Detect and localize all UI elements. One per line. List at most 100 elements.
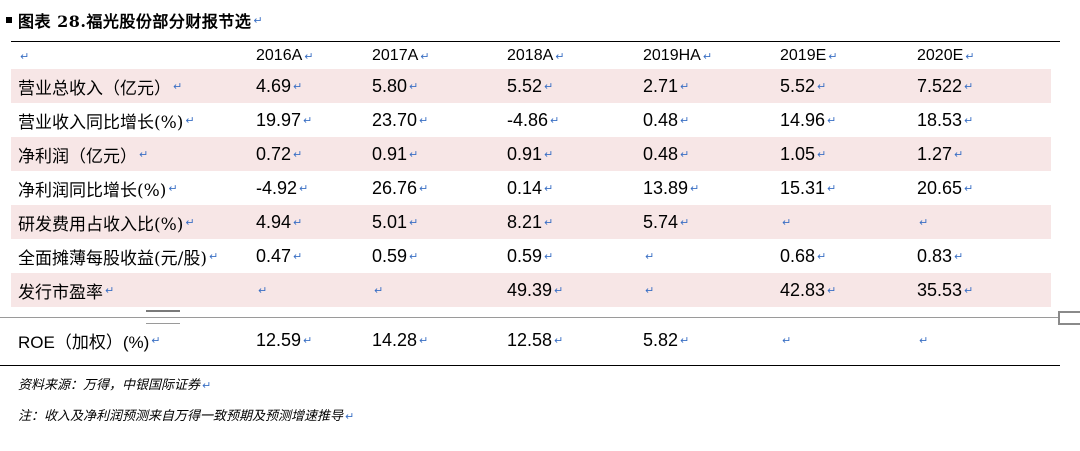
paragraph-mark-icon: ↵ [544, 215, 554, 229]
row-label-text: 全面摊薄每股收益(元/股) [18, 248, 207, 269]
paragraph-mark-icon: ↵ [554, 333, 564, 347]
table-top-rule [11, 41, 1060, 42]
value-cell: 5.52 ↵ [780, 69, 826, 103]
value-cell: -4.86 ↵ [507, 103, 559, 137]
value-cell: 1.27 ↵ [917, 137, 963, 171]
row-resize-handle[interactable] [1058, 311, 1080, 325]
header-blank-cell: ↵ [18, 43, 29, 69]
paragraph-mark-icon: ↵ [964, 181, 974, 195]
paragraph-mark-icon: ↵ [253, 13, 264, 27]
value-cell: 5.82 ↵ [643, 322, 689, 358]
column-resize-handle[interactable] [146, 310, 180, 324]
paragraph-mark-icon: ↵ [293, 215, 303, 229]
paragraph-mark-icon: ↵ [645, 283, 655, 297]
paragraph-mark-icon: ↵ [964, 283, 974, 297]
value-text: 5.52 [780, 75, 816, 96]
paragraph-mark-icon: ↵ [303, 113, 313, 127]
value-text: 0.72 [256, 143, 292, 164]
paragraph-mark-icon: ↵ [374, 283, 384, 297]
paragraph-mark-icon: ↵ [964, 113, 974, 127]
table-row: ROE（加权）(%) ↵ 12.59 ↵ 14.28 ↵ 12.58 ↵ 5.82 ↵ ↵… [11, 322, 1051, 358]
paragraph-mark-icon: ↵ [817, 79, 827, 93]
value-cell: 14.28 ↵ [372, 322, 428, 358]
value-text: 0.48 [643, 109, 679, 130]
value-cell: 0.47 ↵ [256, 239, 302, 273]
value-cell: 23.70 ↵ [372, 103, 428, 137]
value-cell: 0.72 ↵ [256, 137, 302, 171]
value-cell: ↵ [643, 239, 654, 273]
value-cell: ↵ [643, 273, 654, 307]
value-text: 26.76 [372, 177, 418, 198]
row-label-text: 营业收入同比增长(%) [18, 112, 184, 133]
paragraph-mark-icon: ↵ [964, 79, 974, 93]
value-cell: 0.91 ↵ [507, 137, 553, 171]
footnote: 注：收入及净利润预测来自万得一致预期及预测增速推导 ↵ [18, 405, 354, 424]
paragraph-mark-icon: ↵ [409, 79, 419, 93]
value-cell: ↵ [256, 273, 267, 307]
header-year-cell: 2018A ↵ [507, 43, 564, 69]
row-label: 净利润同比增长(%) ↵ [18, 171, 178, 205]
value-text: 12.58 [507, 329, 553, 350]
row-label: ROE（加权）(%) ↵ [18, 322, 161, 358]
value-text: 0.14 [507, 177, 543, 198]
value-cell: 5.74 ↵ [643, 205, 689, 239]
paragraph-mark-icon: ↵ [173, 79, 183, 93]
value-cell: 0.68 ↵ [780, 239, 826, 273]
value-text: 13.89 [643, 177, 689, 198]
value-text: 0.83 [917, 245, 953, 266]
paragraph-mark-icon: ↵ [965, 49, 975, 63]
header-year-cell: 2019HA ↵ [643, 43, 712, 69]
paragraph-mark-icon: ↵ [680, 215, 690, 229]
row-label: 营业总收入（亿元） ↵ [18, 69, 182, 103]
row-label: 净利润（亿元） ↵ [18, 137, 148, 171]
value-cell: 0.83 ↵ [917, 239, 963, 273]
header-year: 2018A [507, 47, 554, 64]
value-cell: 15.31 ↵ [780, 171, 836, 205]
value-cell: 0.59 ↵ [372, 239, 418, 273]
value-text: 49.39 [507, 279, 553, 300]
value-text: 42.83 [780, 279, 826, 300]
paragraph-mark-icon: ↵ [827, 283, 837, 297]
paragraph-mark-icon: ↵ [702, 49, 713, 63]
paragraph-mark-icon: ↵ [817, 249, 827, 263]
value-text: 0.48 [643, 143, 679, 164]
value-cell: 0.91 ↵ [372, 137, 418, 171]
row-label: 发行市盈率 ↵ [18, 273, 114, 307]
header-year-cell: 2016A ↵ [256, 43, 313, 69]
paragraph-mark-icon: ↵ [345, 410, 355, 423]
header-year: 2019E [780, 47, 827, 64]
paragraph-mark-icon: ↵ [293, 147, 303, 161]
row-label-text: ROE（加权）(%) [18, 332, 150, 352]
paragraph-mark-icon: ↵ [782, 215, 792, 229]
paragraph-mark-icon: ↵ [139, 147, 149, 161]
row-label: 研发费用占收入比(%) ↵ [18, 205, 195, 239]
paragraph-mark-icon: ↵ [293, 79, 303, 93]
paragraph-mark-icon: ↵ [544, 147, 554, 161]
row-label: 全面摊薄每股收益(元/股) ↵ [18, 239, 218, 273]
value-cell: 18.53 ↵ [917, 103, 973, 137]
paragraph-mark-icon: ↵ [409, 147, 419, 161]
value-text: 0.47 [256, 245, 292, 266]
value-cell: 7.522 ↵ [917, 69, 973, 103]
figure-title-text: 图表 28.福光股份部分财报节选 [18, 12, 252, 31]
paragraph-mark-icon: ↵ [919, 215, 929, 229]
bullet-icon [6, 17, 12, 23]
header-year: 2017A [372, 47, 419, 64]
paragraph-mark-icon: ↵ [827, 113, 837, 127]
paragraph-mark-icon: ↵ [258, 283, 268, 297]
row-label-text: 研发费用占收入比(%) [18, 214, 184, 235]
value-text: -4.92 [256, 177, 298, 198]
table-header-row: ↵ 2016A ↵ 2017A ↵ 2018A ↵ 2019HA ↵ 2019E ↵ 20… [11, 43, 1051, 69]
paragraph-mark-icon: ↵ [185, 215, 195, 229]
paragraph-mark-icon: ↵ [544, 181, 554, 195]
paragraph-mark-icon: ↵ [420, 49, 430, 63]
value-cell: 20.65 ↵ [917, 171, 973, 205]
value-cell: ↵ [917, 205, 928, 239]
table-row: 营业总收入（亿元） ↵ 4.69 ↵ 5.80 ↵ 5.52 ↵ 2.71 ↵ 5.52 ↵… [11, 69, 1051, 103]
value-text: 4.94 [256, 211, 292, 232]
value-text: 14.96 [780, 109, 826, 130]
footnote-text: 注：收入及净利润预测来自万得一致预期及预测增速推导 [18, 409, 344, 424]
value-cell: ↵ [917, 322, 928, 358]
value-cell: 26.76 ↵ [372, 171, 428, 205]
value-text: 15.31 [780, 177, 826, 198]
